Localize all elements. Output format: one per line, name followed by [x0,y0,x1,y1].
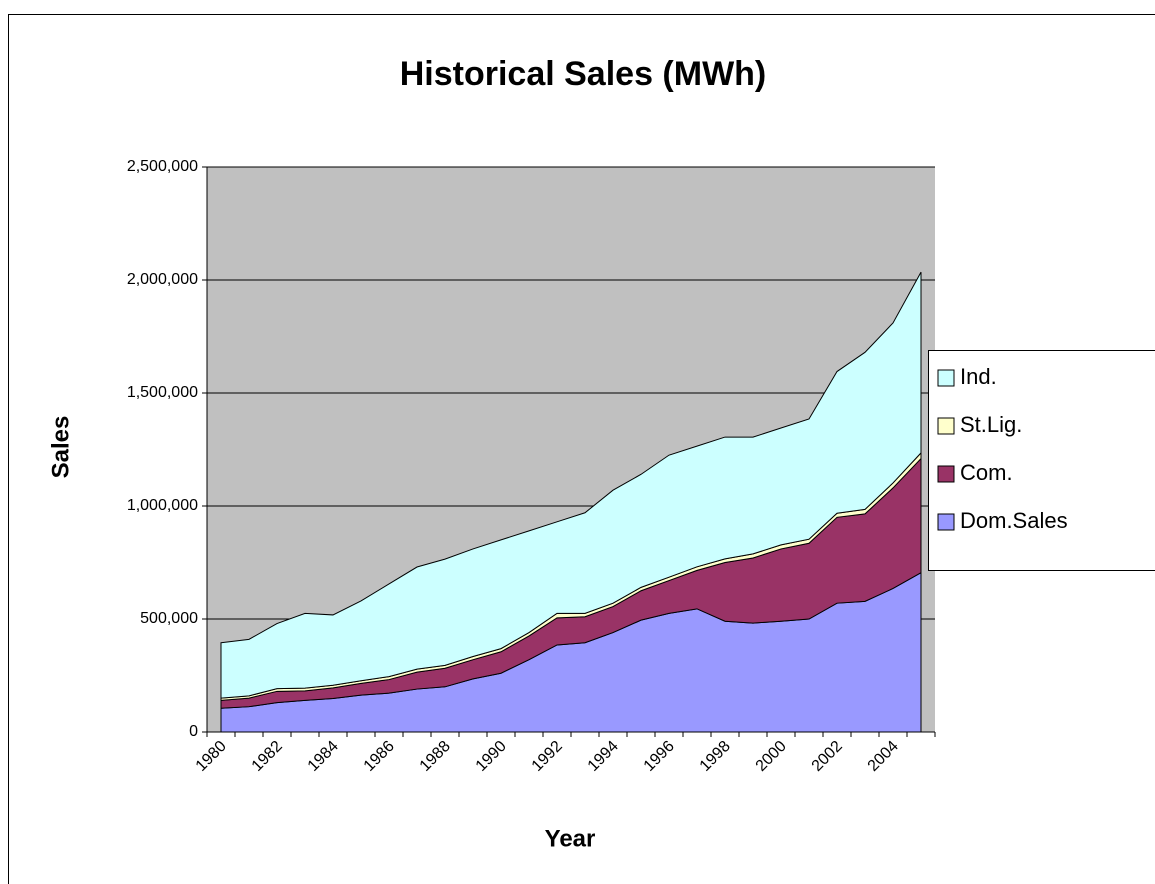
legend [928,350,1155,571]
legend-swatch [937,513,955,531]
legend-label: St.Lig. [960,412,1022,437]
chart-title: Historical Sales (MWh) [400,55,767,93]
legend-swatch [937,369,955,387]
legend-swatch [937,417,955,435]
x-axis-label: Year [545,825,596,852]
y-tick-label: 2,000,000 [127,271,198,288]
y-tick-label: 1,500,000 [127,384,198,401]
area [220,271,922,699]
y-tick-label: 1,000,000 [127,497,198,514]
legend-label: Dom.Sales [960,508,1068,533]
legend-label: Ind. [960,364,997,389]
y-axis-label: Sales [47,416,74,479]
legend-label: Com. [960,460,1013,485]
legend-swatch [937,465,955,483]
y-tick-label: 0 [189,723,198,740]
y-tick-label: 500,000 [140,610,198,627]
y-tick-label: 2,500,000 [127,158,198,175]
